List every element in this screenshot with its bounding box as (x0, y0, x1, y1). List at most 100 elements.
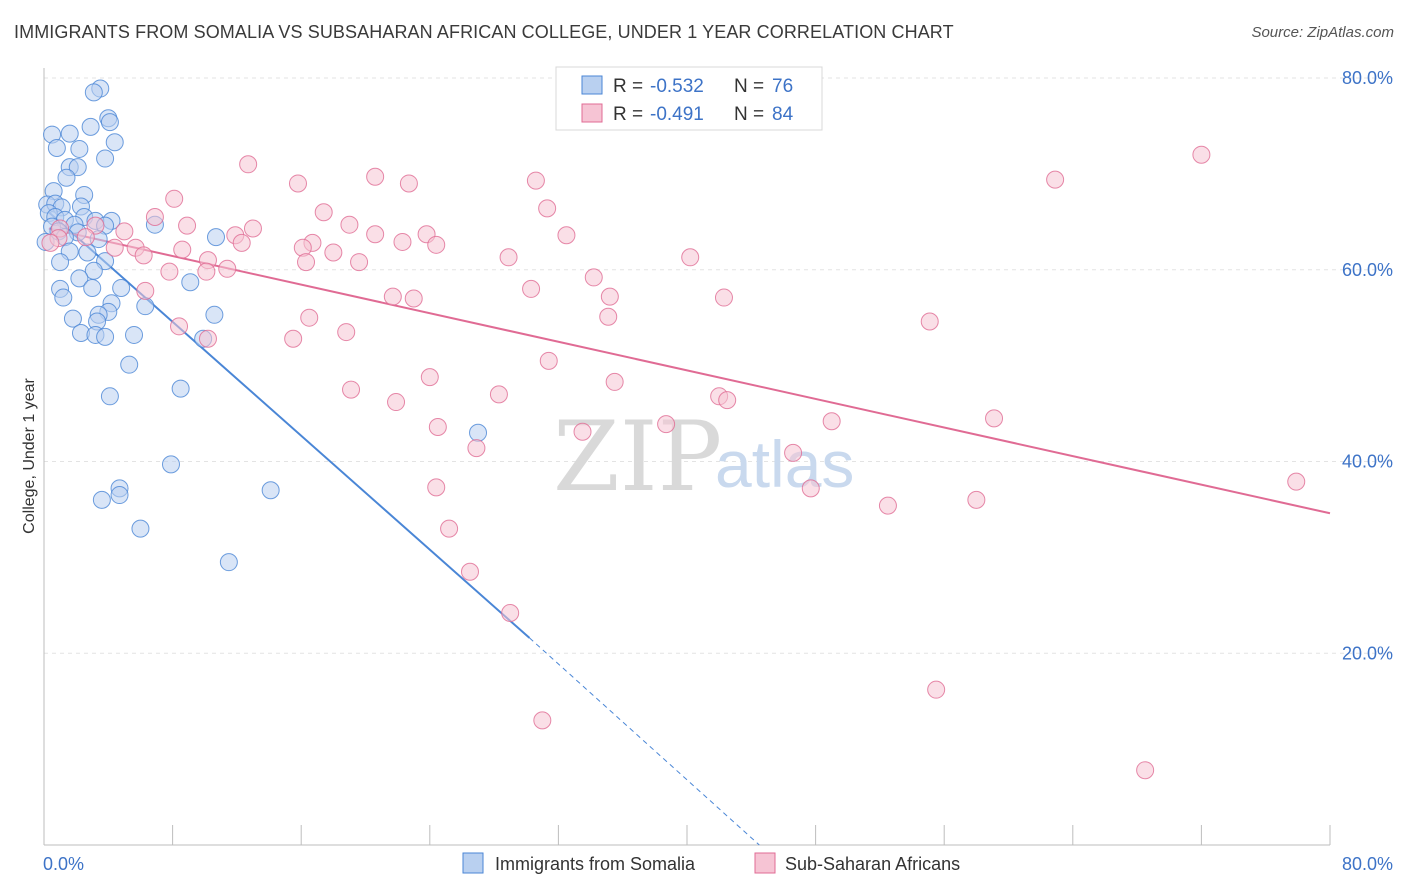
point-somalia (207, 228, 226, 247)
point-somalia (57, 168, 76, 187)
point-somalia (110, 486, 129, 505)
point-subsaharan (557, 226, 576, 245)
y-tick-label: 20.0% (1342, 643, 1393, 663)
point-subsaharan (427, 235, 446, 254)
point-subsaharan (1046, 170, 1065, 189)
legend-n-value-subsaharan: 84 (772, 104, 794, 125)
point-somalia (136, 297, 155, 316)
point-somalia (219, 553, 238, 572)
point-subsaharan (967, 490, 986, 509)
point-subsaharan (522, 279, 541, 298)
point-somalia (92, 490, 111, 509)
point-subsaharan (927, 680, 946, 699)
point-subsaharan (428, 417, 447, 436)
legend-swatch-somalia (581, 75, 603, 95)
point-subsaharan (822, 412, 841, 431)
bottom-legend-swatch-subsaharan (754, 852, 776, 874)
point-subsaharan (243, 219, 262, 238)
point-subsaharan (920, 312, 939, 331)
point-somalia (63, 309, 82, 328)
x-tick-labels: 0.0% 80.0% (43, 854, 1393, 874)
legend-r-value-subsaharan: -0.491 (650, 104, 704, 125)
point-subsaharan (427, 478, 446, 497)
point-somalia (96, 149, 115, 168)
point-subsaharan (145, 208, 164, 227)
point-subsaharan (404, 289, 423, 308)
point-somalia (171, 379, 190, 398)
y-tick-label: 40.0% (1342, 452, 1393, 472)
point-subsaharan (539, 351, 558, 370)
watermark-atlas: atlas (715, 427, 854, 501)
y-tick-label: 60.0% (1342, 260, 1393, 280)
point-subsaharan (599, 307, 618, 326)
point-subsaharan (489, 385, 508, 404)
point-subsaharan (366, 167, 385, 186)
point-subsaharan (1136, 761, 1155, 780)
trend-lines (48, 211, 1331, 846)
point-somalia (70, 139, 89, 158)
point-subsaharan (714, 288, 733, 307)
point-subsaharan (160, 262, 179, 281)
point-subsaharan (350, 253, 369, 272)
point-subsaharan (584, 268, 603, 287)
legend-r-label-subsaharan: R = (613, 104, 643, 125)
point-subsaharan (366, 225, 385, 244)
point-subsaharan (399, 174, 418, 193)
point-somalia (51, 253, 70, 272)
point-somalia (60, 124, 79, 143)
x-tick-label: 0.0% (43, 854, 84, 874)
point-somalia (469, 423, 488, 442)
point-somalia (83, 278, 102, 297)
point-subsaharan (533, 711, 552, 730)
x-tick-label: 80.0% (1342, 854, 1393, 874)
point-somalia (100, 387, 119, 406)
point-subsaharan (605, 372, 624, 391)
point-subsaharan (232, 233, 251, 252)
point-subsaharan (573, 422, 592, 441)
point-subsaharan (342, 380, 361, 399)
point-somalia (47, 138, 66, 157)
point-subsaharan (526, 171, 545, 190)
trend-line-somalia-extension (529, 637, 760, 846)
point-subsaharan (86, 216, 105, 235)
legend: R = -0.532 N = 76 R = -0.491 N = 84 (555, 66, 823, 131)
legend-n-label-somalia: N = (734, 76, 764, 97)
point-somalia (161, 455, 180, 474)
point-subsaharan (460, 562, 479, 581)
point-subsaharan (657, 415, 676, 434)
point-subsaharan (178, 216, 197, 235)
data-points (36, 79, 1306, 780)
point-somalia (68, 158, 87, 177)
point-subsaharan (878, 496, 897, 515)
point-subsaharan (173, 240, 192, 259)
point-subsaharan (387, 393, 406, 412)
legend-swatch-subsaharan (581, 103, 603, 123)
point-somalia (131, 519, 150, 538)
point-subsaharan (501, 603, 520, 622)
legend-n-value-somalia: 76 (772, 76, 793, 97)
point-subsaharan (440, 519, 459, 538)
point-subsaharan (784, 443, 803, 462)
point-somalia (112, 278, 131, 297)
source-label: Source: ZipAtlas.com (1251, 24, 1394, 41)
watermark-zip: ZIP (553, 401, 722, 513)
point-subsaharan (1287, 472, 1306, 491)
trend-line-subsaharan (48, 227, 1331, 515)
point-somalia (78, 243, 97, 262)
bottom-legend: Immigrants from Somalia Sub-Saharan Afri… (462, 852, 960, 874)
point-somalia (70, 269, 89, 288)
y-tick-label: 80.0% (1342, 68, 1393, 88)
legend-n-label-subsaharan: N = (734, 104, 764, 125)
bottom-legend-label-somalia: Immigrants from Somalia (495, 854, 696, 874)
point-subsaharan (681, 248, 700, 267)
trend-line-somalia (48, 211, 531, 639)
point-somalia (181, 273, 200, 292)
point-subsaharan (499, 248, 518, 267)
point-somalia (81, 117, 100, 136)
point-somalia (120, 355, 139, 374)
chart-title: IMMIGRANTS FROM SOMALIA VS SUBSAHARAN AF… (14, 22, 954, 42)
point-subsaharan (600, 287, 619, 306)
bottom-legend-swatch-somalia (462, 852, 484, 874)
point-somalia (105, 133, 124, 152)
